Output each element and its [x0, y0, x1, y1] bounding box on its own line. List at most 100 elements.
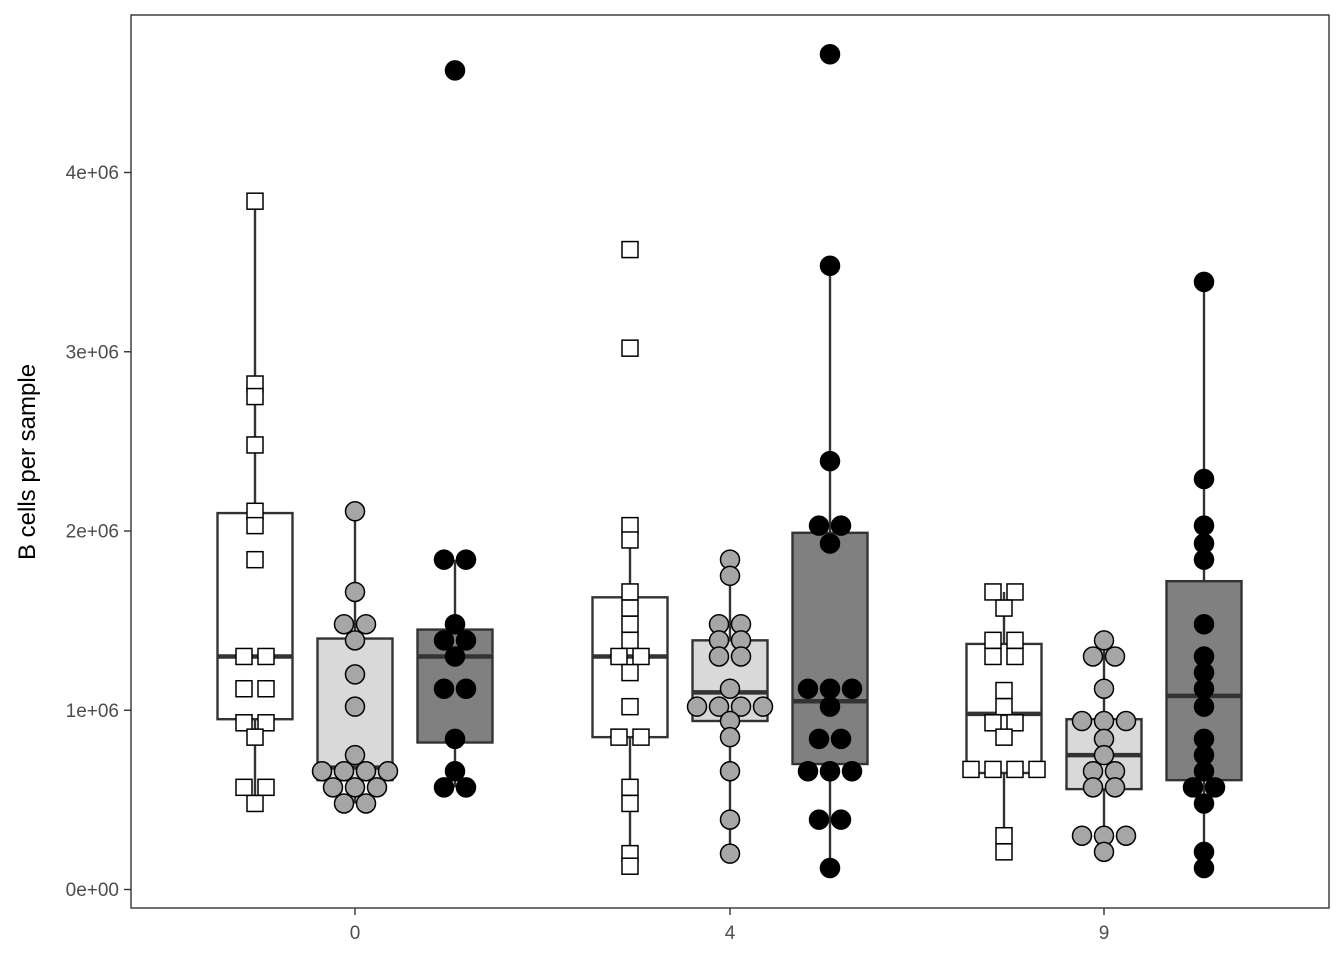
data-point — [246, 387, 264, 406]
data-point — [455, 777, 477, 798]
data-point — [830, 515, 852, 536]
data-point — [257, 647, 275, 666]
data-point — [235, 679, 253, 698]
data-point — [808, 728, 830, 750]
data-point — [1071, 710, 1093, 732]
data-point — [1006, 647, 1024, 666]
data-point — [246, 516, 264, 535]
data-point — [344, 744, 366, 766]
data-point — [1193, 468, 1215, 490]
data-point — [455, 549, 477, 570]
data-point — [333, 613, 355, 635]
data-point — [246, 728, 264, 746]
y-tick-label: 3e+06 — [66, 342, 119, 363]
data-point — [984, 760, 1002, 779]
data-point — [962, 760, 980, 779]
data-point — [841, 678, 863, 699]
data-point — [1193, 515, 1215, 536]
data-point — [1093, 744, 1115, 766]
y-axis: 0e+00 1e+06 2e+06 3e+06 4e+06 — [66, 163, 131, 901]
data-point — [621, 615, 639, 633]
data-point — [984, 647, 1002, 666]
data-point — [1204, 777, 1226, 798]
data-point — [355, 613, 377, 635]
data-point — [610, 728, 628, 746]
x-axis: 0 4 9 — [350, 908, 1109, 944]
data-point — [819, 43, 841, 65]
data-point — [344, 501, 366, 522]
data-point — [995, 728, 1013, 746]
data-point — [621, 697, 639, 716]
data-point — [708, 696, 730, 717]
data-point — [257, 778, 275, 797]
data-point — [819, 857, 841, 879]
data-point — [344, 777, 366, 798]
data-point — [246, 436, 264, 454]
data-point — [333, 760, 355, 782]
data-point — [455, 678, 477, 699]
data-point — [444, 760, 466, 782]
data-point — [819, 450, 841, 472]
data-point — [797, 678, 819, 699]
data-point — [819, 678, 841, 699]
data-point — [246, 550, 264, 569]
data-point — [995, 697, 1013, 716]
data-point — [444, 728, 466, 750]
data-point — [621, 599, 639, 617]
data-point — [819, 696, 841, 717]
data-point — [621, 794, 639, 813]
data-point — [1193, 696, 1215, 717]
data-point — [819, 760, 841, 782]
data-point — [830, 728, 852, 750]
data-point — [344, 630, 366, 651]
data-point — [355, 793, 377, 814]
data-point — [719, 809, 741, 830]
data-point — [257, 714, 275, 732]
data-point — [333, 793, 355, 814]
data-point — [1104, 777, 1126, 798]
data-point — [808, 515, 830, 536]
data-point — [246, 192, 264, 210]
data-point — [1006, 760, 1024, 779]
data-point — [1006, 631, 1024, 650]
x-tick-label: 4 — [725, 923, 736, 944]
data-point — [246, 794, 264, 813]
data-point — [1193, 549, 1215, 570]
data-point — [819, 533, 841, 554]
data-point — [1193, 857, 1215, 879]
data-point — [433, 777, 455, 798]
data-point — [621, 631, 639, 650]
data-point — [344, 664, 366, 685]
data-point — [621, 778, 639, 797]
data-point — [719, 565, 741, 587]
data-point — [1028, 760, 1046, 779]
data-point — [322, 777, 344, 798]
data-point — [719, 726, 741, 748]
data-point — [708, 646, 730, 667]
data-point — [621, 857, 639, 875]
data-point — [621, 663, 639, 682]
data-point — [808, 809, 830, 830]
data-point — [610, 647, 628, 666]
data-point — [632, 728, 650, 746]
data-point — [433, 630, 455, 651]
data-point — [1093, 841, 1115, 863]
y-tick-label: 0e+00 — [66, 880, 119, 901]
data-point — [1193, 760, 1215, 782]
data-point — [730, 696, 752, 717]
data-point — [730, 646, 752, 667]
y-axis-title: B cells per sample — [14, 364, 41, 560]
y-tick-label: 4e+06 — [66, 163, 119, 184]
data-point — [1193, 271, 1215, 293]
data-point — [719, 760, 741, 782]
y-tick-label: 1e+06 — [66, 701, 119, 722]
data-point — [1193, 613, 1215, 635]
x-tick-label: 0 — [350, 923, 361, 944]
data-point — [344, 581, 366, 603]
data-point — [1071, 825, 1093, 846]
data-point — [235, 647, 253, 666]
data-point — [1093, 630, 1115, 651]
data-point — [444, 60, 466, 81]
data-point — [1193, 793, 1215, 814]
